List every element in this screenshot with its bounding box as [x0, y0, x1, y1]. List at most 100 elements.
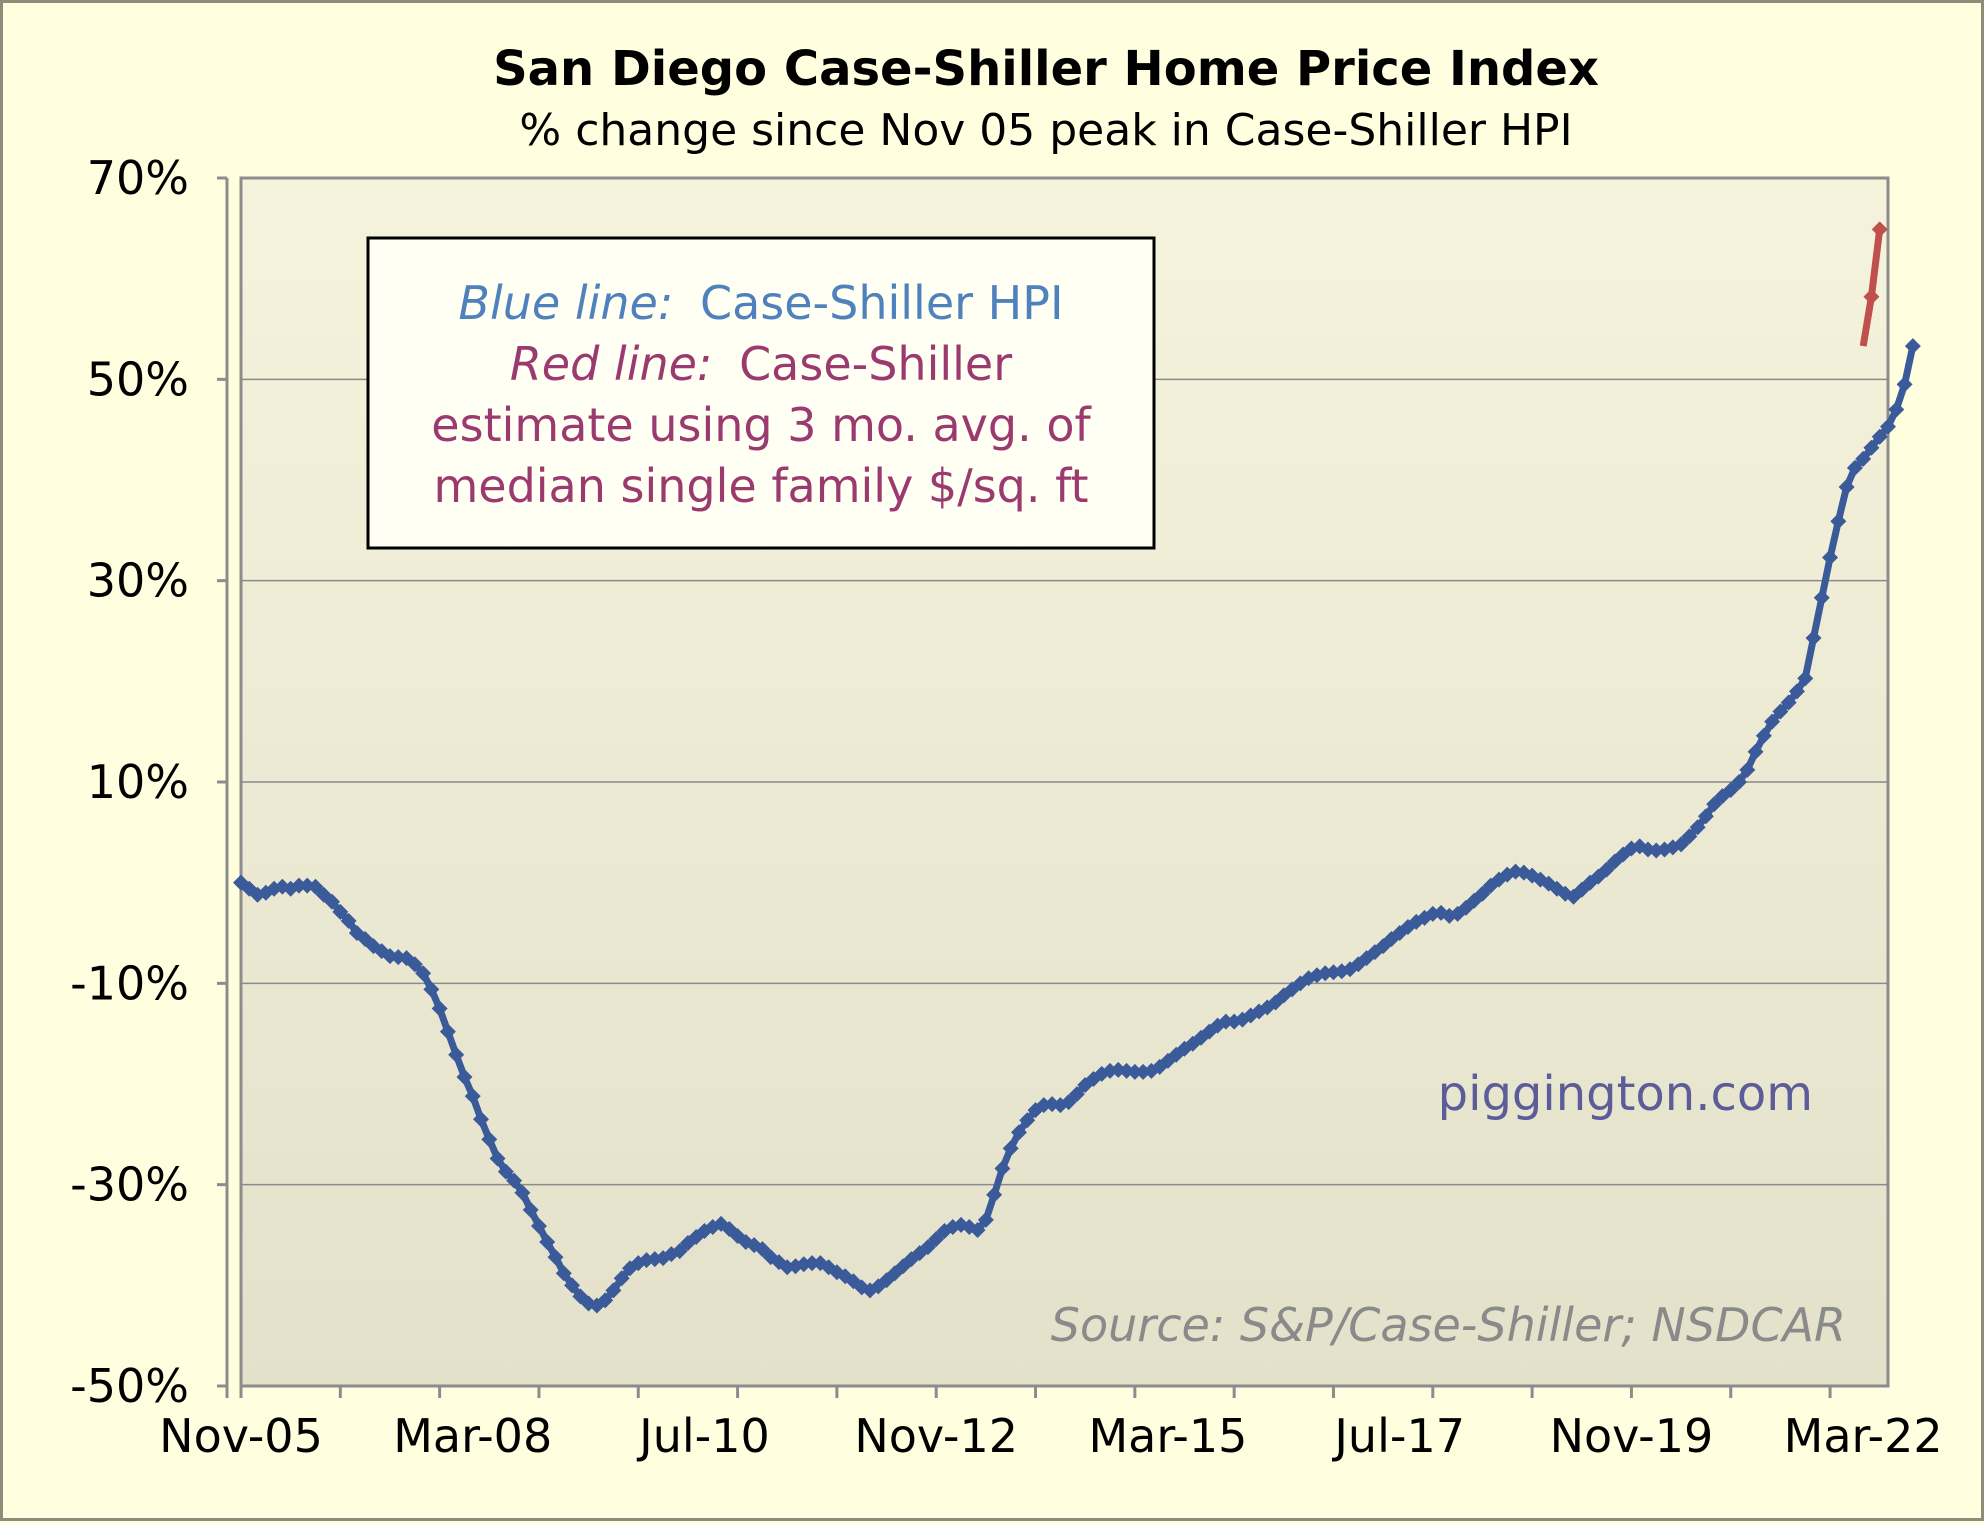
- data-point: [481, 1131, 498, 1148]
- data-point: [994, 1160, 1011, 1177]
- data-point: [1697, 808, 1714, 825]
- data-point: [804, 1255, 821, 1272]
- data-point: [1846, 459, 1863, 476]
- data-point: [1598, 861, 1615, 878]
- series-layer: [233, 221, 1921, 1314]
- data-point: [1010, 1124, 1027, 1141]
- y-tick-label: -30%: [70, 1158, 189, 1212]
- data-point: [1706, 796, 1723, 813]
- data-point: [1060, 1094, 1077, 1111]
- legend-red-text-line-3: median single family $/sq. ft: [433, 459, 1088, 513]
- data-point: [473, 1111, 490, 1128]
- data-point: [1863, 439, 1880, 456]
- data-point: [1764, 713, 1781, 730]
- data-point: [1871, 428, 1888, 445]
- data-point: [977, 1211, 994, 1228]
- data-point: [1126, 1063, 1143, 1080]
- data-point: [464, 1088, 481, 1105]
- data-point: [1788, 683, 1805, 700]
- data-point: [1813, 589, 1830, 606]
- data-point: [1805, 630, 1822, 647]
- data-point: [1863, 288, 1880, 305]
- data-point: [1888, 401, 1905, 418]
- x-tick-label: Mar-22: [1784, 1409, 1943, 1463]
- data-point: [340, 912, 357, 929]
- x-tick-label: Mar-15: [1088, 1409, 1247, 1463]
- data-point: [1822, 549, 1839, 566]
- data-point: [1747, 743, 1764, 760]
- data-point: [489, 1150, 506, 1167]
- data-point: [1830, 513, 1847, 530]
- data-point: [415, 965, 432, 982]
- x-tick-label: Mar-08: [393, 1409, 552, 1463]
- data-point: [530, 1217, 547, 1234]
- svg-text:Blue line: Case-Shiller: Blue line: Case-Shiller HPI: [458, 276, 1063, 330]
- data-point: [1673, 836, 1690, 853]
- legend-blue-text: Case-Shiller HPI: [700, 276, 1064, 330]
- data-point: [928, 1231, 945, 1248]
- y-axis: 70% 50% 30% 10% -10% -30% -50%: [70, 151, 229, 1413]
- data-point: [1871, 221, 1888, 238]
- data-point: [1722, 782, 1739, 799]
- chart: San Diego Case-Shiller Home Price Index …: [70, 41, 1943, 1463]
- y-tick-label: 70%: [87, 151, 189, 205]
- y-tick-label: 50%: [87, 352, 189, 406]
- data-point: [1896, 376, 1913, 393]
- data-point: [1689, 819, 1706, 836]
- data-point: [456, 1068, 473, 1085]
- data-point: [539, 1234, 556, 1251]
- data-point: [1002, 1140, 1019, 1157]
- source-note: Source: S&P/Case-Shiller; NSDCAR: [1051, 1298, 1846, 1352]
- data-point: [754, 1241, 771, 1258]
- legend-red-label: Red line:: [510, 337, 713, 391]
- data-point: [969, 1221, 986, 1238]
- data-point: [514, 1184, 531, 1201]
- data-point: [431, 1000, 448, 1017]
- data-point: [919, 1239, 936, 1256]
- data-point: [613, 1270, 630, 1287]
- x-axis: Nov-05 Mar-08 Jul-10 Nov-12 Mar-15 Jul-17 Nov-…: [159, 1386, 1943, 1463]
- data-point: [597, 1292, 614, 1309]
- data-point: [1474, 885, 1491, 902]
- data-point: [423, 981, 440, 998]
- data-point: [522, 1201, 539, 1218]
- data-point: [1739, 761, 1756, 778]
- data-point: [986, 1186, 1003, 1203]
- chart-title: San Diego Case-Shiller Home Price Index: [493, 41, 1599, 97]
- data-point: [307, 878, 324, 895]
- data-point: [1681, 828, 1698, 845]
- y-tick-label: -50%: [70, 1359, 189, 1413]
- data-point: [605, 1282, 622, 1299]
- data-point: [448, 1046, 465, 1063]
- data-point: [324, 893, 341, 910]
- data-point: [497, 1163, 514, 1180]
- data-point: [1755, 727, 1772, 744]
- x-tick-label: Nov-19: [1550, 1409, 1714, 1463]
- legend-blue-label: Blue line:: [458, 276, 673, 330]
- data-point: [1780, 694, 1797, 711]
- data-point: [406, 956, 423, 973]
- data-point: [439, 1023, 456, 1040]
- svg-text:Red line: Case-Shiller: Red line: Case-Shiller: [510, 337, 1012, 391]
- legend-box: Blue line: Case-Shiller HPI Red line: Ca…: [366, 236, 1156, 550]
- data-point: [1855, 450, 1872, 467]
- data-point: [332, 903, 349, 920]
- x-tick-label: Jul-10: [636, 1409, 770, 1463]
- data-point: [1880, 418, 1896, 435]
- data-point: [1068, 1086, 1085, 1103]
- x-tick-label: Nov-12: [854, 1409, 1018, 1463]
- data-point: [1797, 670, 1814, 687]
- data-point: [1731, 774, 1748, 790]
- watermark: piggington.com: [1438, 1066, 1813, 1122]
- data-point: [547, 1249, 564, 1266]
- x-tick-label: Jul-17: [1331, 1409, 1465, 1463]
- y-tick-label: 30%: [87, 554, 189, 608]
- data-point: [1838, 479, 1855, 496]
- data-point: [290, 877, 307, 894]
- data-point: [671, 1243, 688, 1260]
- data-point: [1772, 703, 1789, 720]
- legend-red-text: Case-Shiller: [739, 337, 1012, 391]
- y-tick-label: 10%: [87, 755, 189, 809]
- y-tick-label: -10%: [70, 956, 189, 1010]
